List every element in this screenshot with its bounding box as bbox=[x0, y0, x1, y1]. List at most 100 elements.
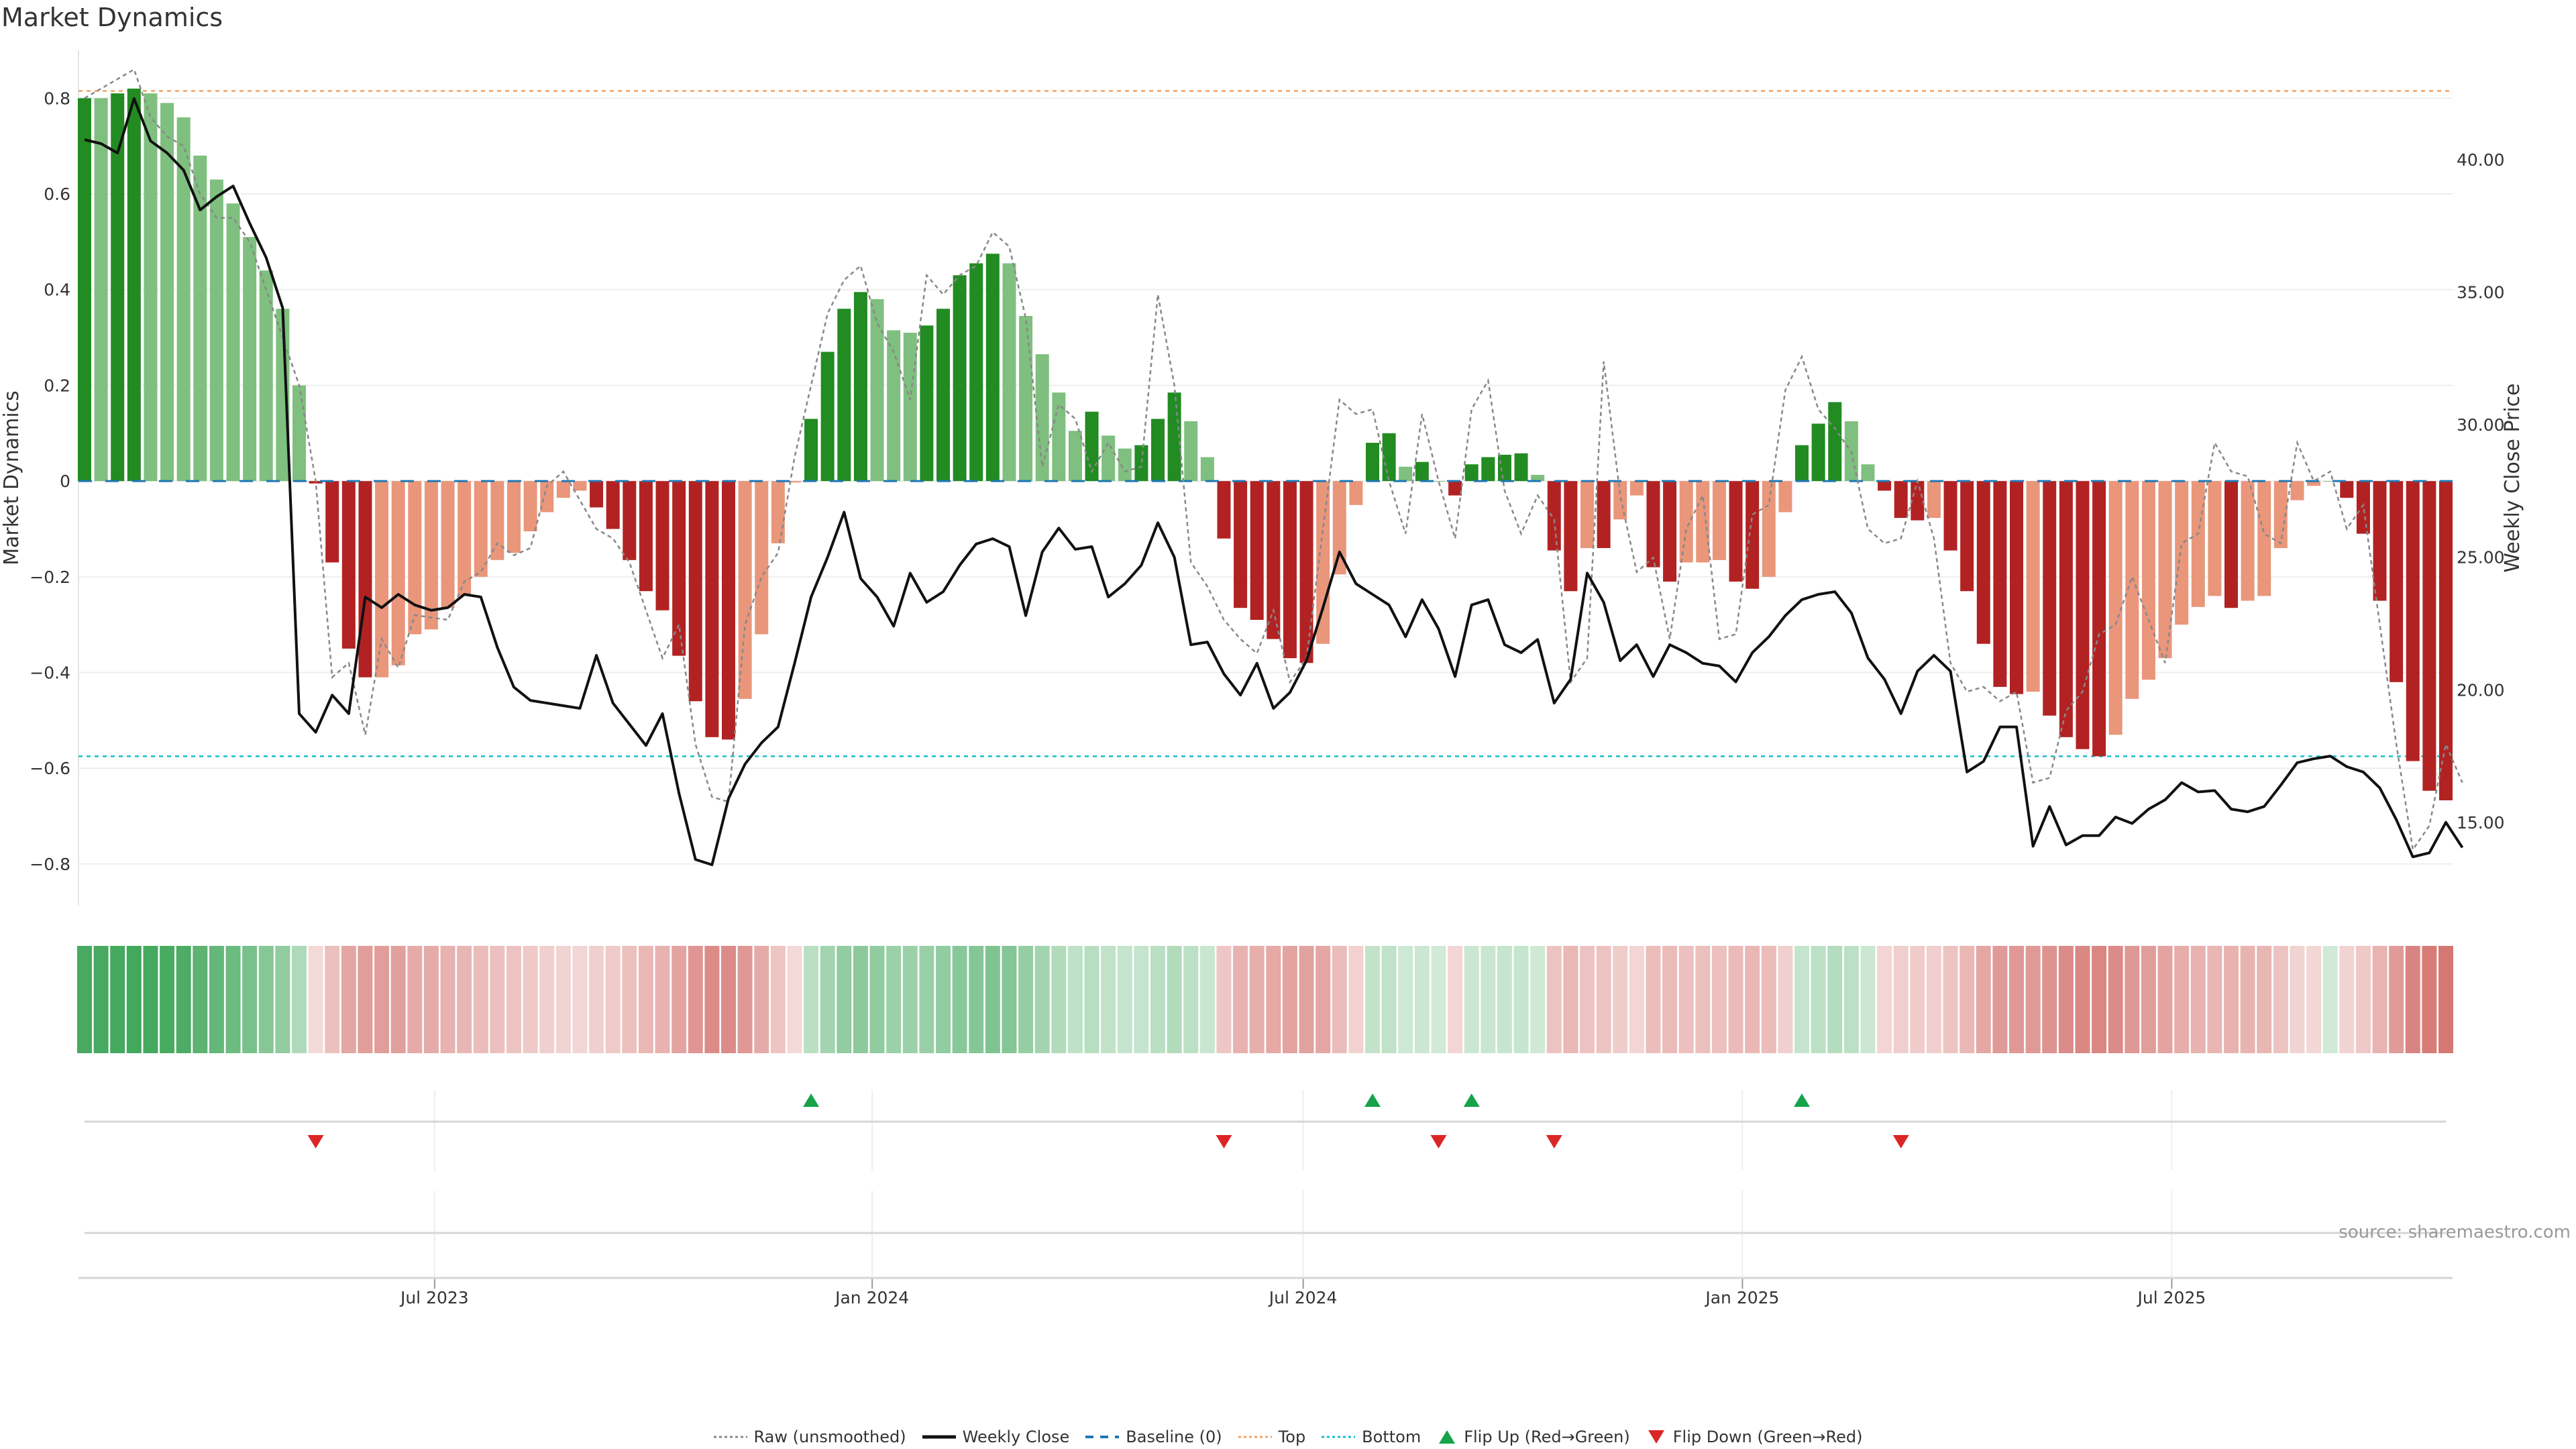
bar bbox=[1267, 481, 1281, 639]
bar bbox=[2191, 481, 2205, 607]
legend-item-baseline[interactable]: Baseline (0) bbox=[1085, 1428, 1222, 1446]
strip-cell bbox=[1084, 946, 1099, 1053]
bar bbox=[755, 481, 769, 635]
legend-item-bottom[interactable]: Bottom bbox=[1322, 1428, 1421, 1446]
strip-cell bbox=[523, 946, 538, 1053]
strip-cell bbox=[1910, 946, 1925, 1053]
strip-cell bbox=[589, 946, 604, 1053]
bar bbox=[1283, 481, 1297, 659]
legend-item-flip-down[interactable]: Flip Down (Green→Red) bbox=[1646, 1428, 1863, 1446]
bar bbox=[1299, 481, 1313, 663]
bar bbox=[2092, 481, 2106, 757]
bar bbox=[1911, 481, 1925, 521]
flip-up-marker bbox=[1794, 1093, 1810, 1107]
bar bbox=[837, 309, 851, 482]
y-tick-label: −0.8 bbox=[30, 855, 70, 874]
strip-cell bbox=[457, 946, 472, 1053]
bar bbox=[1234, 481, 1248, 608]
strip-cell bbox=[1546, 946, 1562, 1053]
strip-cell bbox=[308, 946, 323, 1053]
bar bbox=[1102, 435, 1116, 482]
legend-item-flip-up[interactable]: Flip Up (Red→Green) bbox=[1437, 1428, 1630, 1446]
bar bbox=[391, 481, 405, 665]
bar bbox=[1514, 453, 1528, 482]
strip-cell bbox=[820, 946, 835, 1053]
strip-cell bbox=[1348, 946, 1364, 1053]
bar bbox=[1332, 481, 1346, 575]
strip-cell bbox=[1877, 946, 1892, 1053]
bar bbox=[1068, 431, 1082, 482]
strip-cell bbox=[407, 946, 423, 1053]
strip-cell bbox=[1282, 946, 1297, 1053]
x-tick-label: Jul 2025 bbox=[2137, 1288, 2206, 1307]
flip-down-triangle-icon bbox=[1648, 1430, 1664, 1444]
strip-cell bbox=[258, 946, 274, 1053]
bar bbox=[1712, 481, 1726, 560]
flip-up-marker bbox=[1364, 1093, 1381, 1107]
strip-cell bbox=[2257, 946, 2272, 1053]
strip-cell bbox=[704, 946, 720, 1053]
strip-cell bbox=[2355, 946, 2371, 1053]
legend-label: Bottom bbox=[1362, 1428, 1421, 1446]
strip-cell bbox=[1843, 946, 1859, 1053]
bar bbox=[193, 155, 207, 482]
strip-cell bbox=[936, 946, 951, 1053]
bar bbox=[1415, 462, 1429, 482]
bar bbox=[1960, 481, 1974, 592]
strip-cell bbox=[902, 946, 918, 1053]
strip-cell bbox=[804, 946, 819, 1053]
strip-cell bbox=[2042, 946, 2057, 1053]
y-tick-label: −0.2 bbox=[30, 568, 70, 587]
y-tick-label: 0 bbox=[60, 472, 70, 491]
strip-cell bbox=[2438, 946, 2453, 1053]
legend-label: Flip Up (Red→Green) bbox=[1464, 1428, 1630, 1446]
strip-cell bbox=[1778, 946, 1793, 1053]
strip-cell bbox=[952, 946, 967, 1053]
legend-item-weekly-close[interactable]: Weekly Close bbox=[922, 1428, 1069, 1446]
strip-cell bbox=[2339, 946, 2355, 1053]
bar bbox=[2290, 481, 2304, 500]
strip-cell bbox=[2025, 946, 2041, 1053]
strip-cell bbox=[1150, 946, 1165, 1053]
strip-cell bbox=[1481, 946, 1496, 1053]
legend-item-top[interactable]: Top bbox=[1238, 1428, 1306, 1446]
strip-cell bbox=[506, 946, 521, 1053]
legend-item-raw[interactable]: Raw (unsmoothed) bbox=[713, 1428, 906, 1446]
x-tick-label: Jan 2025 bbox=[1704, 1288, 1779, 1307]
strip-cell bbox=[1398, 946, 1413, 1053]
bar bbox=[771, 481, 785, 543]
bar bbox=[804, 419, 818, 482]
raw-line bbox=[84, 68, 2463, 852]
strip-cell bbox=[2009, 946, 2024, 1053]
strip-cell bbox=[1183, 946, 1199, 1053]
bar bbox=[1019, 315, 1033, 482]
strip-cell bbox=[754, 946, 769, 1053]
legend-label: Top bbox=[1278, 1428, 1306, 1446]
strip-cell bbox=[1067, 946, 1083, 1053]
strip-cell bbox=[572, 946, 588, 1053]
flip-up-marker bbox=[803, 1093, 820, 1107]
bar bbox=[111, 93, 125, 482]
bar bbox=[2224, 481, 2238, 608]
strip-cell bbox=[160, 946, 175, 1053]
bar bbox=[160, 103, 174, 482]
x-tick-label: Jul 2024 bbox=[1268, 1288, 1338, 1307]
bar bbox=[1927, 481, 1941, 519]
flip-up-triangle-icon bbox=[1439, 1430, 1456, 1444]
strip-cell bbox=[1646, 946, 1661, 1053]
x-tick-label: Jul 2023 bbox=[399, 1288, 469, 1307]
bar bbox=[1729, 481, 1743, 582]
y2-tick-label: 25.00 bbox=[2457, 548, 2505, 568]
strip-cell bbox=[341, 946, 356, 1053]
strip-cell bbox=[1134, 946, 1149, 1053]
bar bbox=[590, 481, 604, 508]
strip-cell bbox=[110, 946, 125, 1053]
y2-tick-label: 35.00 bbox=[2457, 282, 2505, 302]
bar bbox=[2373, 481, 2387, 601]
strip-cell bbox=[1728, 946, 1743, 1053]
strip-cell bbox=[919, 946, 934, 1053]
bar bbox=[209, 179, 223, 482]
strip-cell bbox=[390, 946, 406, 1053]
strip-cell bbox=[1002, 946, 1017, 1053]
strip-cell bbox=[143, 946, 158, 1053]
